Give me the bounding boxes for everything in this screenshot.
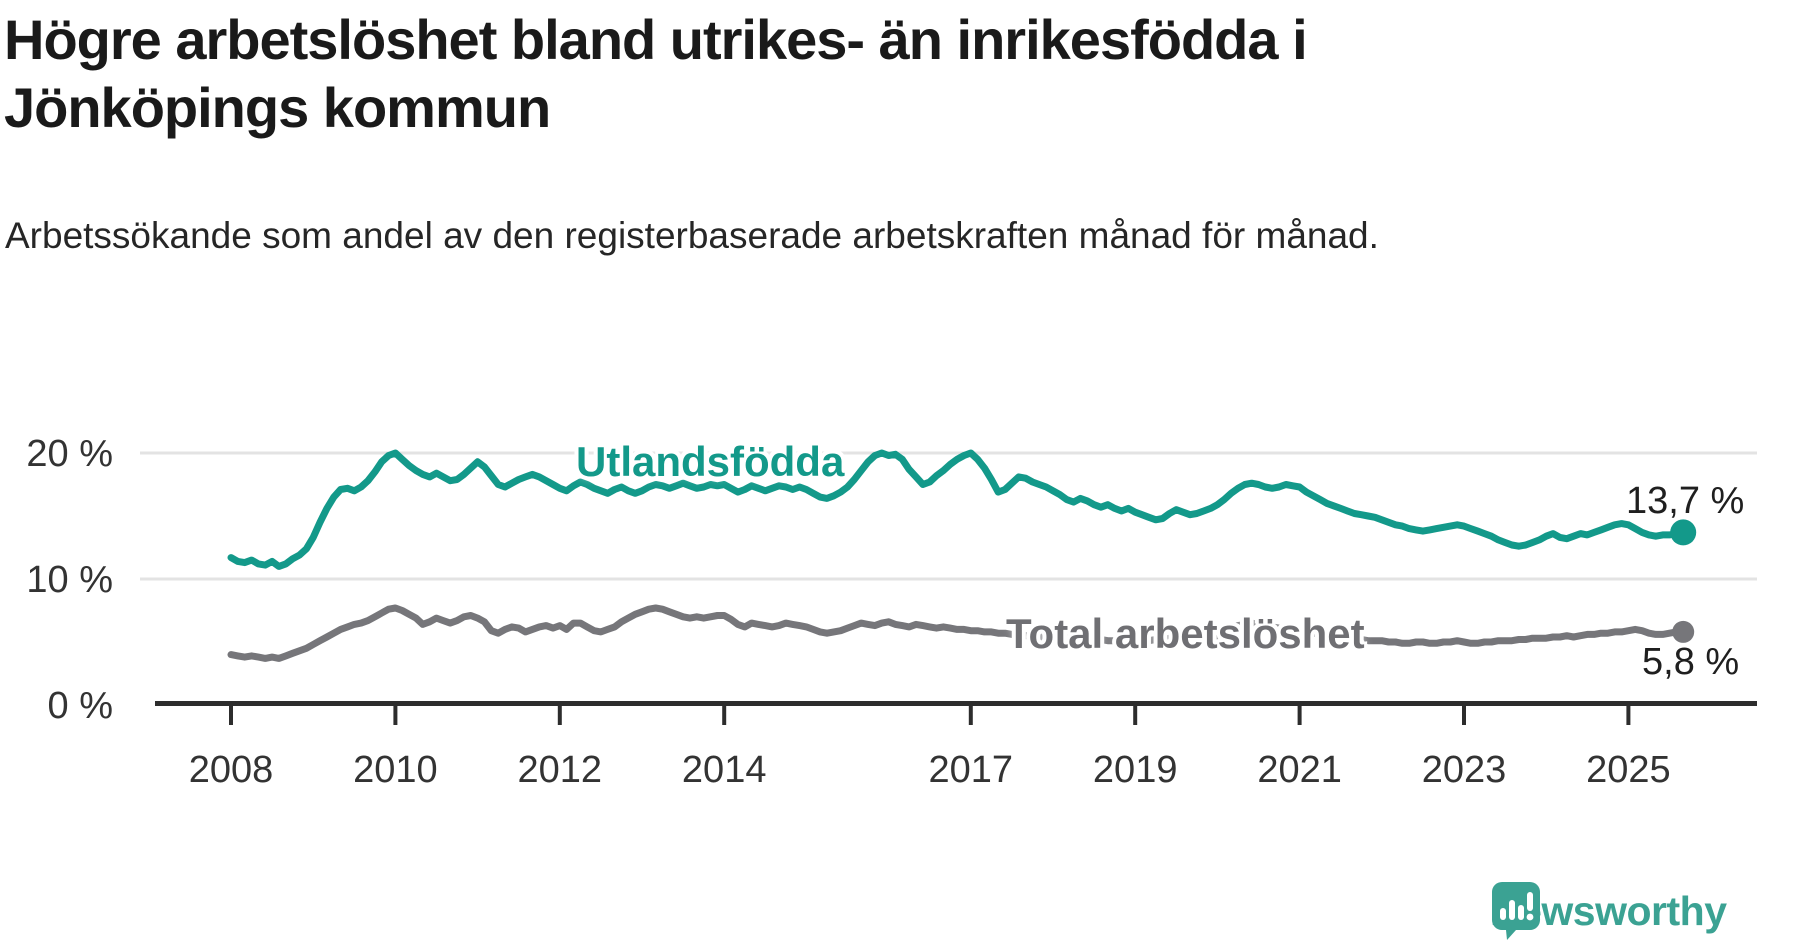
series-end-dot-utlandsfodda	[1670, 519, 1697, 546]
title-line-2: Jönköpings kommun	[4, 76, 551, 140]
chart-subtitle: Arbetssökande som andel av den registerb…	[5, 215, 1379, 256]
y-axis-label-20: 20 %	[26, 433, 113, 475]
series-label-total-arbetsloshet: Total arbetslöshet	[1006, 610, 1365, 657]
end-value-label-total: 5,8 %	[1642, 641, 1740, 683]
series-line-utlandsfodda	[227, 449, 1687, 570]
x-axis-label-2023: 2023	[1422, 749, 1507, 791]
newsworthy-logo-icon	[1492, 882, 1540, 940]
series-label-utlandsfodda: Utlandsfödda	[576, 438, 845, 485]
y-axis-label-10: 10 %	[26, 559, 113, 601]
title-line-1: Högre arbetslöshet bland utrikes- än inr…	[4, 8, 1308, 71]
x-axis-label-2012: 2012	[518, 749, 603, 791]
x-axis-label-2021: 2021	[1257, 749, 1342, 791]
page-title: Högre arbetslöshet bland utrikes- än inr…	[4, 6, 1724, 143]
x-axis-label-2010: 2010	[353, 749, 438, 791]
end-value-label-utlandsfodda: 13,7 %	[1626, 480, 1745, 522]
x-axis-label-2008: 2008	[189, 749, 274, 791]
y-axis-label-0: 0 %	[48, 685, 113, 727]
series-line-total	[227, 604, 1687, 662]
series-end-dot-total	[1672, 620, 1695, 643]
x-axis-label-2019: 2019	[1093, 749, 1178, 791]
x-axis-label-2014: 2014	[682, 749, 767, 791]
x-axis-label-2017: 2017	[929, 749, 1014, 791]
newsworthy-logo[interactable]: Newsworthy	[1490, 880, 1790, 942]
x-axis-label-2025: 2025	[1586, 749, 1671, 791]
